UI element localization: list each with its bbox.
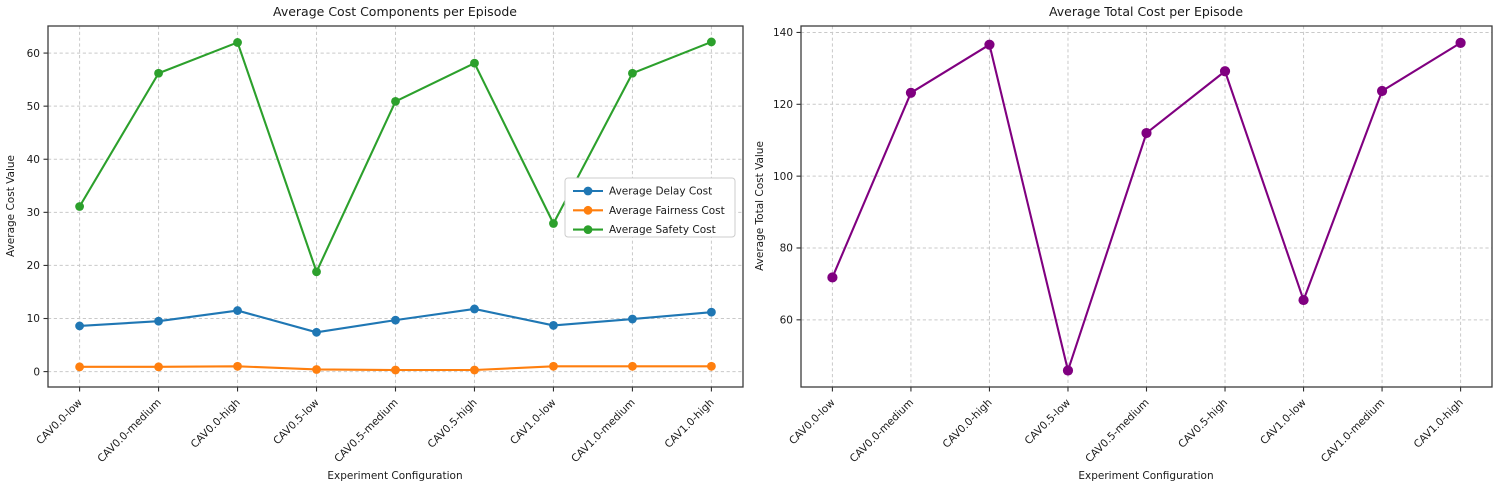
x-tick-label: CAV1.0-low bbox=[508, 396, 559, 447]
gridlines bbox=[801, 26, 1492, 387]
y-tick-label: 50 bbox=[27, 101, 40, 113]
data-point bbox=[154, 362, 163, 372]
chart-total-cost: 60 80 100 120 140 CAV0.0-low CAV0.0-medium CAV0… bbox=[750, 0, 1500, 495]
chart-title: Average Total Cost per Episode bbox=[1049, 4, 1243, 19]
y-axis-label: Average Total Cost Value bbox=[754, 141, 766, 271]
data-point bbox=[312, 327, 321, 337]
data-point bbox=[233, 306, 242, 315]
legend: Average Delay Cost Average Fairness Cost A… bbox=[564, 177, 736, 238]
y-tick-label: 40 bbox=[27, 154, 40, 166]
x-tick-label: CAV0.0-low bbox=[787, 396, 838, 447]
y-tick-label: 30 bbox=[27, 207, 40, 219]
data-point bbox=[1219, 66, 1231, 77]
x-tick-label: CAV1.0-high bbox=[663, 397, 717, 451]
plot-border bbox=[47, 25, 744, 388]
x-tick-label: CAV0.0-medium bbox=[95, 397, 163, 465]
chart-cost-components: 0 10 20 30 40 50 60 CAV0.0-low CAV0.0-medium CAV0… bbox=[5, 4, 744, 482]
legend-entry-label: Average Safety Cost bbox=[609, 224, 716, 236]
x-tick-label: CAV1.0-low bbox=[1258, 396, 1309, 447]
legend-entry-label: Average Fairness Cost bbox=[609, 205, 725, 217]
data-point bbox=[1455, 37, 1466, 48]
y-tick-label: 140 bbox=[773, 27, 793, 39]
legend-swatch-marker bbox=[583, 186, 593, 196]
data-point bbox=[707, 361, 716, 371]
legend-entry-label: Average Delay Cost bbox=[609, 186, 712, 198]
y-tick-label: 20 bbox=[27, 260, 40, 272]
data-point bbox=[984, 39, 995, 50]
data-point bbox=[233, 38, 242, 47]
x-tick-label: CAV0.5-high bbox=[1176, 397, 1230, 451]
data-point bbox=[312, 267, 321, 277]
y-tick-label: 60 bbox=[27, 48, 40, 60]
series-average-safety-cost bbox=[75, 37, 716, 277]
data-point bbox=[154, 68, 163, 78]
x-tick-label: CAV0.0-low bbox=[34, 396, 85, 447]
plot-border bbox=[800, 25, 1493, 388]
data-point bbox=[470, 304, 479, 314]
data-point bbox=[628, 314, 637, 324]
data-point bbox=[1141, 127, 1152, 139]
data-point bbox=[391, 365, 400, 375]
x-tick-label: CAV1.0-high bbox=[1412, 397, 1466, 451]
data-point bbox=[312, 365, 321, 374]
x-tick-label: CAV1.0-medium bbox=[1319, 397, 1387, 465]
data-point bbox=[75, 362, 84, 372]
x-tick-label: CAV0.0-medium bbox=[848, 397, 916, 465]
x-tick-label: CAV0.0-high bbox=[941, 397, 995, 451]
x-axis-label: Experiment Configuration bbox=[1078, 470, 1213, 482]
y-tick-labels: 0 10 20 30 40 50 60 bbox=[27, 48, 40, 379]
legend-swatch-marker bbox=[583, 225, 593, 235]
x-axis-label: Experiment Configuration bbox=[327, 470, 462, 482]
y-tick-label: 80 bbox=[780, 243, 793, 255]
data-point bbox=[549, 361, 558, 371]
x-tick-label: CAV0.5-medium bbox=[332, 397, 400, 465]
axis-ticks bbox=[43, 52, 712, 392]
y-tick-label: 0 bbox=[33, 366, 40, 378]
chart-title: Average Cost Components per Episode bbox=[273, 4, 517, 19]
series-total bbox=[827, 37, 1466, 376]
y-axis-label: Average Cost Value bbox=[5, 155, 17, 257]
x-tick-labels: CAV0.0-low CAV0.0-medium CAV0.0-high CAV0.5… bbox=[34, 396, 716, 465]
x-tick-label: CAV0.5-medium bbox=[1083, 397, 1151, 465]
data-point bbox=[391, 96, 400, 106]
data-point bbox=[827, 272, 838, 283]
data-point bbox=[391, 315, 400, 325]
data-point bbox=[549, 321, 558, 330]
data-point bbox=[470, 58, 479, 68]
data-point bbox=[707, 307, 716, 317]
data-point bbox=[470, 365, 479, 375]
y-tick-label: 100 bbox=[773, 171, 793, 183]
y-tick-labels: 60 80 100 120 140 bbox=[773, 27, 793, 326]
y-tick-label: 120 bbox=[773, 99, 793, 111]
series-average-delay-cost bbox=[75, 304, 716, 337]
y-tick-label: 10 bbox=[27, 313, 40, 325]
x-tick-label: CAV1.0-medium bbox=[569, 397, 637, 465]
data-point bbox=[1062, 365, 1074, 376]
data-point bbox=[1376, 85, 1388, 97]
series-average-fairness-cost bbox=[75, 361, 716, 375]
x-tick-label: CAV0.0-high bbox=[189, 397, 243, 451]
data-point bbox=[75, 202, 84, 211]
data-point bbox=[75, 321, 84, 331]
data-point bbox=[628, 361, 637, 371]
data-point bbox=[154, 316, 163, 326]
data-point bbox=[628, 68, 637, 78]
data-point bbox=[549, 219, 558, 228]
legend-swatch-marker bbox=[583, 205, 593, 215]
x-tick-label: CAV0.5-low bbox=[1023, 396, 1074, 447]
data-point bbox=[1298, 294, 1309, 306]
legend-box bbox=[564, 177, 736, 238]
x-tick-label: CAV0.5-high bbox=[426, 397, 480, 451]
axis-ticks bbox=[796, 31, 1462, 392]
data-point bbox=[905, 87, 917, 98]
x-tick-label: CAV0.5-low bbox=[271, 396, 322, 447]
y-tick-label: 60 bbox=[780, 315, 793, 327]
data-point bbox=[233, 361, 242, 371]
data-point bbox=[707, 37, 716, 47]
x-tick-labels: CAV0.0-low CAV0.0-medium CAV0.0-high CAV0.5… bbox=[787, 396, 1466, 465]
